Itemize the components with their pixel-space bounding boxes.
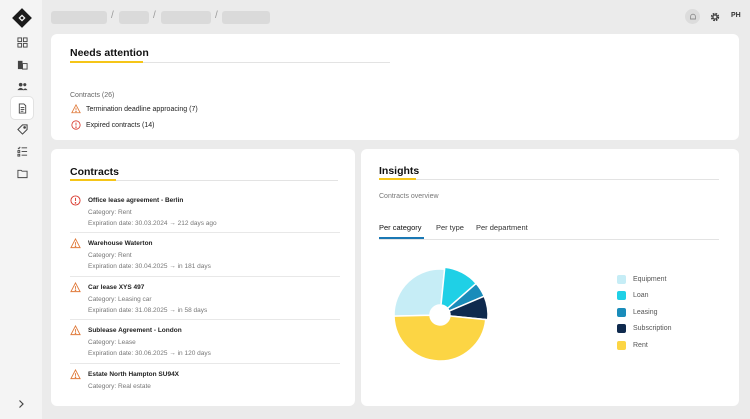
users-icon[interactable] <box>12 76 32 96</box>
sidebar <box>0 0 42 419</box>
needs-attention-title: Needs attention <box>70 47 149 59</box>
list-divider <box>70 276 340 277</box>
folder-icon[interactable] <box>12 163 32 183</box>
list-divider <box>70 319 340 320</box>
breadcrumb-separator: / <box>215 10 218 21</box>
contract-list-item[interactable]: Estate North Hampton SU94X Category: Rea… <box>70 369 340 393</box>
insights-title: Insights <box>379 165 420 177</box>
contract-category: Category: Leasing car <box>88 296 152 303</box>
notifications-icon[interactable] <box>685 9 700 24</box>
legend-swatch <box>617 340 626 350</box>
contract-name: Sublease Agreement - London <box>88 327 182 334</box>
contract-expiration: Expiration date: 30.03.2024 → 212 days a… <box>88 220 217 227</box>
legend-item-equipment[interactable]: Equipment <box>617 274 666 284</box>
title-accent <box>70 61 143 63</box>
contract-list-item[interactable]: Warehouse Waterton Category: Rent Expira… <box>70 238 340 272</box>
tab-per-type[interactable]: Per type <box>436 223 464 232</box>
title-divider <box>70 180 338 181</box>
title-divider <box>70 62 390 63</box>
pie-slice-rent[interactable] <box>393 314 487 362</box>
warning-icon <box>70 325 81 336</box>
dashboard-icon[interactable] <box>12 32 32 52</box>
pie-slice-equipment[interactable] <box>393 268 446 317</box>
list-divider <box>70 363 340 364</box>
insights-subtitle: Contracts overview <box>379 193 439 200</box>
contract-category: Category: Lease <box>88 339 136 346</box>
contract-name: Estate North Hampton SU94X <box>88 371 180 378</box>
legend-label: Loan <box>633 292 649 300</box>
breadcrumb-separator: / <box>153 10 156 21</box>
contract-category: Category: Rent <box>88 209 132 216</box>
user-avatar-initials[interactable]: PH <box>731 12 741 19</box>
active-tab-indicator <box>379 237 424 239</box>
contract-category: Category: Real estate <box>88 383 151 390</box>
needs-attention-card <box>51 34 739 140</box>
legend-item-leasing[interactable]: Leasing <box>617 307 658 317</box>
legend-label: Subscription <box>633 325 672 333</box>
tag-icon[interactable] <box>12 119 32 139</box>
tab-per-department[interactable]: Per department <box>476 223 528 232</box>
chevron-right-icon[interactable] <box>15 398 27 410</box>
tab-per-category[interactable]: Per category <box>379 223 422 232</box>
legend-item-subscription[interactable]: Subscription <box>617 324 672 334</box>
contracts-count-label: Contracts (26) <box>70 92 115 99</box>
list-divider <box>70 232 340 233</box>
legend-swatch <box>617 274 626 284</box>
contract-list-item[interactable]: Car lease XYS 497 Category: Leasing car … <box>70 282 340 316</box>
settings-gear-icon[interactable] <box>707 9 722 24</box>
warning-icon <box>71 104 81 114</box>
warning-icon <box>70 282 81 293</box>
title-divider <box>379 179 719 180</box>
warning-icon <box>70 238 81 249</box>
termination-deadline-link[interactable]: Termination deadline approacing (7) <box>86 106 198 113</box>
legend-label: Leasing <box>633 308 658 316</box>
legend-label: Equipment <box>633 275 667 283</box>
breadcrumb-item[interactable] <box>51 11 107 24</box>
task-list-icon[interactable] <box>12 141 32 161</box>
error-icon <box>71 120 81 130</box>
legend-swatch <box>617 307 626 317</box>
warning-icon <box>70 369 81 380</box>
legend-swatch <box>617 291 626 301</box>
contract-expiration: Expiration date: 30.06.2025 → in 120 day… <box>88 350 211 357</box>
contract-expiration: Expiration date: 31.08.2025 → in 58 days <box>88 307 208 314</box>
breadcrumb-item[interactable] <box>161 11 211 24</box>
breadcrumb-item[interactable] <box>222 11 270 24</box>
legend-item-rent[interactable]: Rent <box>617 340 648 350</box>
error-icon <box>70 195 81 206</box>
legend-label: Rent <box>633 341 648 349</box>
legend-swatch <box>617 324 626 334</box>
contracts-icon[interactable] <box>11 97 33 119</box>
tabs-divider <box>379 239 719 240</box>
contract-name: Warehouse Waterton <box>88 240 153 247</box>
category-donut-chart <box>393 266 489 362</box>
contract-name: Car lease XYS 497 <box>88 284 145 291</box>
legend-item-loan[interactable]: Loan <box>617 291 649 301</box>
contract-list-item[interactable]: Office lease agreement - Berlin Category… <box>70 195 340 229</box>
title-accent <box>70 179 116 181</box>
building-icon[interactable] <box>12 54 32 74</box>
title-accent <box>379 178 416 180</box>
breadcrumb-separator: / <box>111 10 114 21</box>
contracts-card <box>51 149 355 406</box>
contract-name: Office lease agreement - Berlin <box>88 197 184 204</box>
expired-contracts-link[interactable]: Expired contracts (14) <box>86 122 155 129</box>
contract-category: Category: Rent <box>88 252 132 259</box>
contract-list-item[interactable]: Sublease Agreement - London Category: Le… <box>70 325 340 359</box>
breadcrumb-item[interactable] <box>119 11 149 24</box>
app-logo[interactable] <box>12 8 32 28</box>
contracts-title: Contracts <box>70 166 120 178</box>
contract-expiration: Expiration date: 30.04.2025 → in 181 day… <box>88 263 211 270</box>
